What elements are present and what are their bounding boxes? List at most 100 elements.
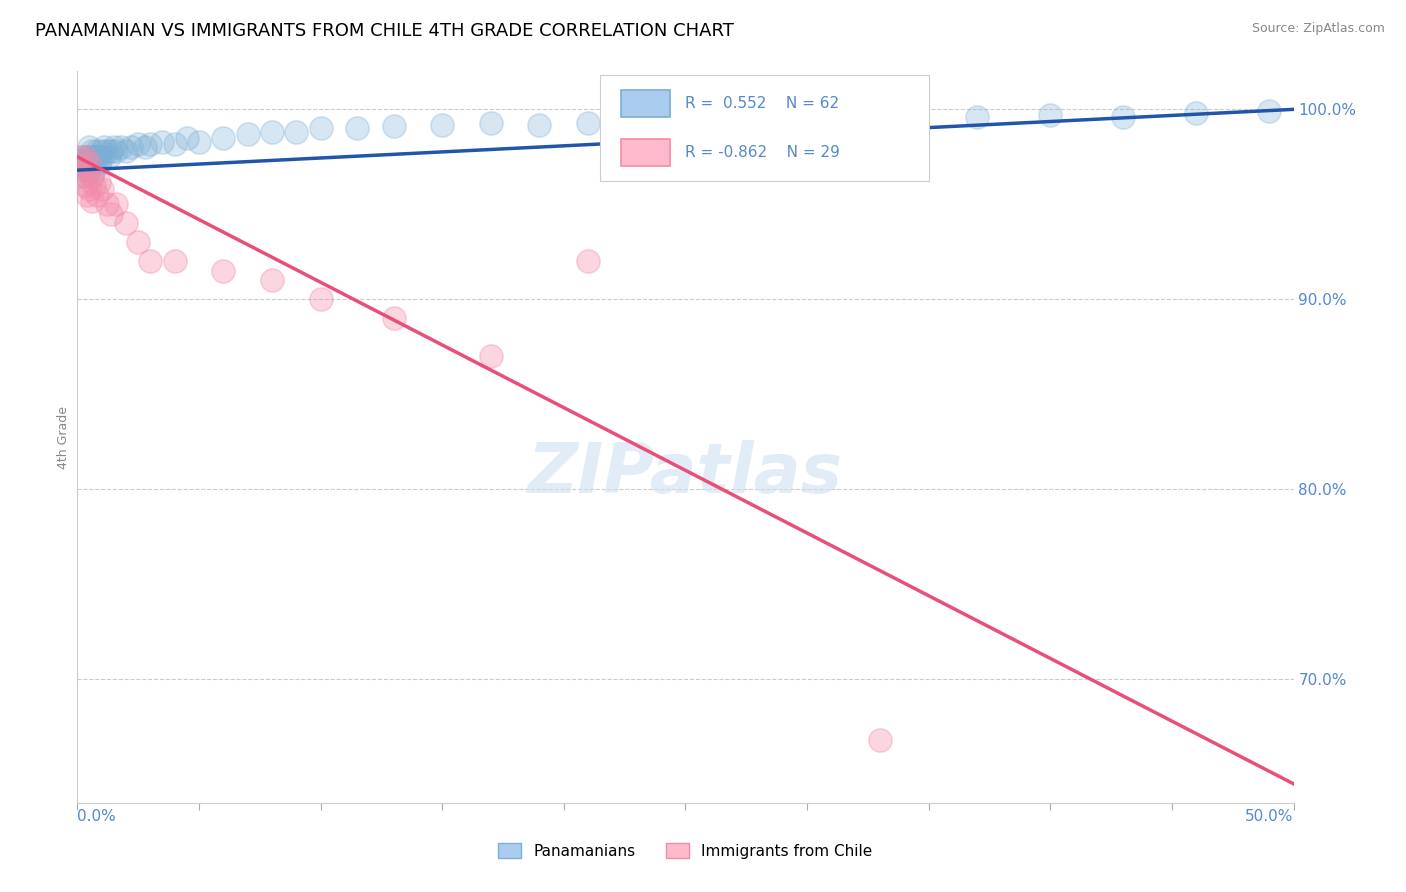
Point <box>76 163 98 178</box>
Point <box>89 150 111 164</box>
Text: 0.0%: 0.0% <box>77 809 117 823</box>
Point <box>139 136 162 151</box>
Point <box>163 254 186 268</box>
Point <box>152 135 174 149</box>
Point <box>163 136 186 151</box>
Point <box>79 155 101 169</box>
Point <box>80 144 103 158</box>
Point <box>90 144 112 158</box>
Point <box>79 163 101 178</box>
Legend: Panamanians, Immigrants from Chile: Panamanians, Immigrants from Chile <box>492 837 879 864</box>
Text: PANAMANIAN VS IMMIGRANTS FROM CHILE 4TH GRADE CORRELATION CHART: PANAMANIAN VS IMMIGRANTS FROM CHILE 4TH … <box>35 22 734 40</box>
Point <box>723 113 745 128</box>
Point <box>176 131 198 145</box>
Point <box>105 144 128 158</box>
Point <box>73 178 96 193</box>
Point <box>479 116 502 130</box>
Point <box>76 163 98 178</box>
Point <box>83 178 105 193</box>
Point <box>139 254 162 268</box>
Point <box>382 120 405 134</box>
Point <box>83 150 105 164</box>
Point <box>86 187 108 202</box>
Point <box>89 155 111 169</box>
Point <box>796 112 818 126</box>
Point <box>127 235 149 250</box>
Text: R = -0.862    N = 29: R = -0.862 N = 29 <box>686 145 841 161</box>
Point <box>70 163 93 178</box>
Point <box>1112 110 1135 124</box>
Text: 50.0%: 50.0% <box>1246 809 1294 823</box>
Point <box>285 125 308 139</box>
Point <box>576 254 599 268</box>
Point <box>576 116 599 130</box>
Point <box>80 169 103 183</box>
Point <box>70 169 93 183</box>
FancyBboxPatch shape <box>621 90 669 117</box>
Point <box>69 150 91 164</box>
Point <box>76 187 98 202</box>
Point <box>80 169 103 183</box>
Point <box>650 113 672 128</box>
Point <box>869 112 891 126</box>
Point <box>97 150 120 164</box>
Point <box>79 140 101 154</box>
Point <box>309 293 332 307</box>
Point <box>90 182 112 196</box>
Point <box>110 140 132 154</box>
Point <box>70 150 93 164</box>
Point <box>115 216 138 230</box>
Point <box>73 159 96 173</box>
Point <box>79 155 101 169</box>
Point <box>76 155 98 169</box>
Point <box>73 155 96 169</box>
Point <box>89 175 111 189</box>
Text: ZIPatlas: ZIPatlas <box>527 440 844 508</box>
Point <box>73 169 96 183</box>
Point <box>479 349 502 363</box>
FancyBboxPatch shape <box>621 139 669 167</box>
Point <box>1039 108 1062 122</box>
Point <box>1185 106 1208 120</box>
Point <box>236 127 259 141</box>
Y-axis label: 4th Grade: 4th Grade <box>58 406 70 468</box>
Point <box>100 207 122 221</box>
Point <box>79 182 101 196</box>
Text: R =  0.552    N = 62: R = 0.552 N = 62 <box>686 95 839 111</box>
Point <box>127 136 149 151</box>
Text: Source: ZipAtlas.com: Source: ZipAtlas.com <box>1251 22 1385 36</box>
Point <box>346 121 368 136</box>
Point <box>80 194 103 208</box>
Point <box>134 140 156 154</box>
Point <box>188 135 211 149</box>
Point <box>80 155 103 169</box>
Point <box>212 264 235 278</box>
Point <box>79 150 101 164</box>
Point <box>96 197 118 211</box>
Point <box>90 150 112 164</box>
Point <box>869 733 891 747</box>
Point <box>309 121 332 136</box>
Point <box>80 150 103 164</box>
Point <box>212 131 235 145</box>
FancyBboxPatch shape <box>600 75 929 181</box>
Point <box>83 163 105 178</box>
Point <box>69 153 91 168</box>
Point <box>382 311 405 326</box>
Point <box>966 110 988 124</box>
Point <box>529 118 551 132</box>
Point <box>432 118 454 132</box>
Point <box>86 150 108 164</box>
Point <box>76 150 98 164</box>
Point <box>103 140 125 154</box>
Point <box>115 144 138 158</box>
Point <box>86 144 108 158</box>
Point <box>70 159 93 173</box>
Point <box>1258 104 1281 119</box>
Point <box>96 144 118 158</box>
Point <box>83 155 105 169</box>
Point <box>120 140 142 154</box>
Point <box>73 150 96 164</box>
Point <box>105 197 128 211</box>
Point <box>93 140 115 154</box>
